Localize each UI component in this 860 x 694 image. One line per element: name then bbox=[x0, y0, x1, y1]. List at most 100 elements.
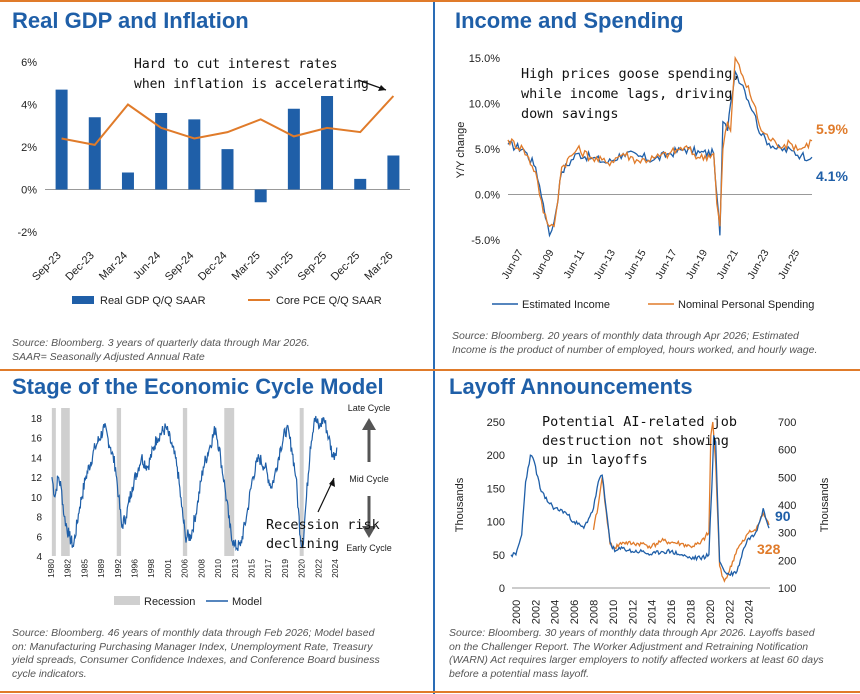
layoffs-xtick-label: 2000 bbox=[511, 600, 523, 624]
layoffs-ytick-label: 100 bbox=[487, 517, 505, 529]
gdp-legend-label: Real GDP Q/Q SAAR bbox=[100, 295, 206, 307]
gdp-legend-label: Core PCE Q/Q SAAR bbox=[276, 295, 382, 307]
gdp-bar bbox=[354, 178, 367, 190]
layoffs-source-line-4: before a potential mass layoff. bbox=[449, 667, 590, 680]
layoffs-xtick-label: 2010 bbox=[608, 600, 620, 624]
stage-arrow-down-head bbox=[362, 526, 376, 538]
income-ytick-label: 0.0% bbox=[475, 190, 500, 202]
cycle-xtick-label: 2022 bbox=[313, 559, 323, 578]
mid-cycle-label: Mid Cycle bbox=[349, 474, 389, 484]
gdp-ytick-label: 4% bbox=[21, 100, 37, 112]
cycle-ytick-label: 16 bbox=[31, 434, 43, 445]
layoffs-ytick-label: 200 bbox=[487, 450, 505, 462]
gdp-annotation-line: Hard to cut interest rates bbox=[134, 57, 338, 72]
spending-end-label: 5.9% bbox=[816, 121, 848, 137]
gdp-bar bbox=[221, 149, 234, 190]
cycle-ytick-label: 14 bbox=[31, 453, 43, 464]
layoffs-xtick-label: 2022 bbox=[724, 600, 736, 624]
cycle-xtick-label: 2006 bbox=[180, 559, 190, 578]
income-end-label: 4.1% bbox=[816, 168, 848, 184]
gdp-source-line-2: SAAR= Seasonally Adjusted Annual Rate bbox=[12, 350, 205, 363]
cycle-xtick-label: 2017 bbox=[263, 559, 273, 578]
layoffs-y2tick-label: 500 bbox=[778, 472, 796, 484]
top-border bbox=[0, 0, 860, 2]
gdp-bar bbox=[287, 108, 300, 190]
horizontal-divider bbox=[0, 369, 860, 371]
spending-line bbox=[507, 55, 813, 228]
layoffs-ylabel: Thousands bbox=[454, 477, 466, 532]
cycle-source-line-2: on: Manufacturing Purchasing Manager Ind… bbox=[12, 640, 373, 653]
gdp-bar bbox=[55, 89, 68, 190]
layoffs-source-line-2: on the Challenger Report. The Worker Adj… bbox=[449, 640, 809, 653]
recession-band bbox=[299, 408, 304, 556]
cycle-title: Stage of the Economic Cycle Model bbox=[12, 374, 384, 399]
layoffs-y2tick-label: 600 bbox=[778, 445, 796, 457]
layoffs-xtick-label: 2020 bbox=[705, 600, 717, 624]
income-annotation-line: down savings bbox=[521, 106, 619, 122]
income-ytick-label: 10.0% bbox=[469, 99, 500, 111]
cycle-xtick-label: 2024 bbox=[330, 559, 340, 578]
gdp-bar bbox=[121, 172, 134, 190]
layoffs-y2label: Thousands bbox=[819, 477, 831, 532]
layoffs-ytick-label: 0 bbox=[499, 583, 505, 595]
cycle-annotation-line: Recession risk bbox=[266, 517, 380, 533]
gdp-bar bbox=[88, 117, 101, 190]
layoffs-xtick-label: 2018 bbox=[685, 600, 697, 624]
income-source-line-2: Income is the product of number of emplo… bbox=[452, 343, 818, 356]
cycle-xtick-label: 1992 bbox=[113, 559, 123, 578]
cycle-xtick-label: 2020 bbox=[297, 559, 307, 578]
core-pce-line bbox=[61, 95, 395, 146]
income-ytick-label: -5.0% bbox=[471, 235, 500, 247]
layoffs-source-line-1: Source: Bloomberg. 30 years of monthly d… bbox=[449, 627, 815, 639]
income-ytick-label: 5.0% bbox=[475, 144, 500, 156]
bottom-border bbox=[0, 691, 860, 693]
layoffs-source: Source: Bloomberg. 30 years of monthly d… bbox=[449, 627, 857, 681]
early-cycle-label: Early Cycle bbox=[346, 543, 392, 553]
income-ytick-label: 15.0% bbox=[469, 53, 500, 65]
layoffs-annotation-line: destruction not showing bbox=[542, 433, 729, 449]
cycle-xtick-label: 1985 bbox=[79, 559, 89, 578]
cycle-source-line-1: Source: Bloomberg. 46 years of monthly d… bbox=[12, 627, 375, 639]
gdp-bar bbox=[387, 155, 400, 190]
income-source: Source: Bloomberg. 20 years of monthly d… bbox=[452, 330, 857, 357]
gdp-annotation-line: when inflation is accelerating bbox=[134, 77, 369, 92]
stage-arrow-up-head bbox=[362, 418, 376, 430]
gdp-ytick-label: 6% bbox=[21, 57, 37, 69]
layoffs-y2tick-label: 400 bbox=[778, 500, 796, 512]
cycle-xtick-label: 1982 bbox=[63, 559, 73, 578]
cycle-xtick-label: 1998 bbox=[146, 559, 156, 578]
layoffs-right-end-label: 328 bbox=[757, 541, 781, 557]
gdp-ytick-label: -2% bbox=[17, 227, 37, 239]
layoffs-ytick-label: 50 bbox=[493, 550, 505, 562]
cycle-source-line-3: yield spreads, Consumer Confidence Index… bbox=[12, 654, 380, 666]
recession-legend-swatch bbox=[114, 596, 140, 605]
layoffs-xtick-label: 2002 bbox=[530, 600, 542, 624]
gdp-bar bbox=[155, 113, 168, 190]
income-source-line-1: Source: Bloomberg. 20 years of monthly d… bbox=[452, 330, 799, 342]
cycle-xtick-label: 2010 bbox=[213, 559, 223, 578]
vertical-divider bbox=[433, 0, 435, 694]
income-ylabel: Y/Y change bbox=[455, 122, 467, 179]
layoffs-y2tick-label: 700 bbox=[778, 417, 796, 429]
recession-band bbox=[182, 408, 188, 556]
gdp-ytick-label: 0% bbox=[21, 185, 37, 197]
cycle-model-line bbox=[51, 415, 338, 552]
recession-band bbox=[61, 408, 70, 556]
cycle-xtick-label: 2015 bbox=[246, 559, 256, 578]
recession-band bbox=[224, 408, 235, 556]
income-title: Income and Spending bbox=[455, 8, 684, 33]
gdp-source: Source: Bloomberg. 3 years of quarterly … bbox=[12, 337, 422, 364]
recession-band bbox=[116, 408, 122, 556]
cycle-xtick-label: 1980 bbox=[46, 559, 56, 578]
layoffs-xtick-label: 2014 bbox=[647, 600, 659, 624]
cycle-source: Source: Bloomberg. 46 years of monthly d… bbox=[12, 627, 427, 681]
layoffs-xtick-label: 2024 bbox=[744, 600, 756, 624]
layoffs-annotation-line: Potential AI-related job bbox=[542, 414, 737, 430]
layoffs-y2tick-label: 200 bbox=[778, 555, 796, 567]
cycle-ytick-label: 6 bbox=[36, 532, 42, 543]
layoffs-y2tick-label: 300 bbox=[778, 528, 796, 540]
recession-legend-label: Recession bbox=[144, 596, 195, 608]
cycle-ytick-label: 8 bbox=[36, 513, 42, 524]
layoffs-xtick-label: 2008 bbox=[588, 600, 600, 624]
